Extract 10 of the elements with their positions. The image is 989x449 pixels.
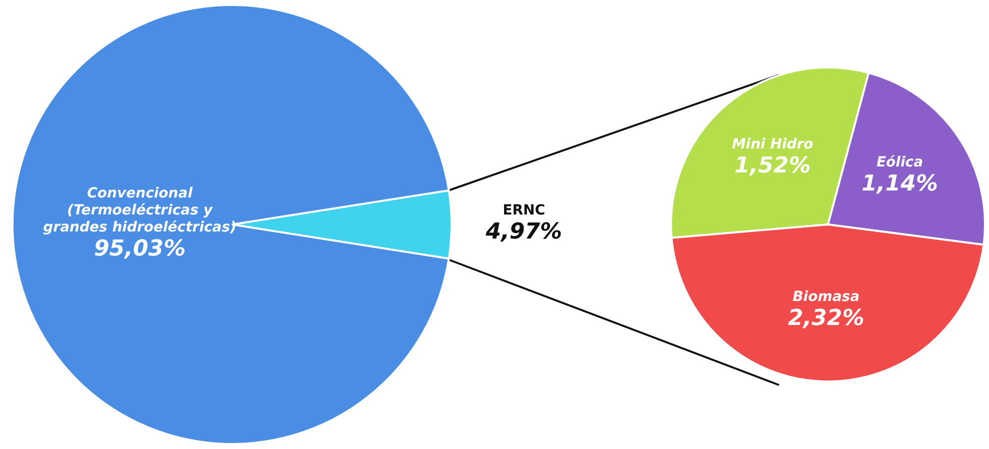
data-label: 1,14% [862,172,938,197]
data-label: 1,52% [734,154,811,179]
slice-label: Eólica [876,154,924,171]
slice-label: Convencional (Termoeléctricas y grandes hidroeléctricas) [43,186,236,236]
slice-label: Mini Hidro [732,136,814,152]
slice-label: Biomasa [792,288,860,305]
data-label: 4,97% [484,220,562,245]
data-label: 2,32% [788,306,864,332]
slice-label: ERNC [502,202,546,219]
data-label: 95,03% [94,236,186,262]
